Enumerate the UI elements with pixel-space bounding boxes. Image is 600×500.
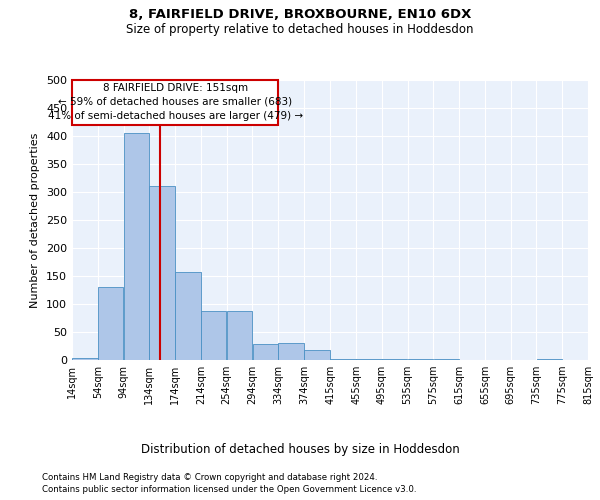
Bar (253, 344, 278, 360)
Text: Contains HM Land Registry data © Crown copyright and database right 2024.: Contains HM Land Registry data © Crown c… (42, 472, 377, 482)
Text: Distribution of detached houses by size in Hoddesdon: Distribution of detached houses by size … (140, 442, 460, 456)
Bar (201, 310, 226, 360)
Bar (356, 359, 382, 360)
Bar (382, 359, 407, 360)
FancyBboxPatch shape (72, 80, 278, 125)
Text: 8 FAIRFIELD DRIVE: 151sqm: 8 FAIRFIELD DRIVE: 151sqm (103, 83, 248, 93)
Bar (175, 272, 200, 360)
Bar (124, 133, 149, 360)
Bar (278, 343, 304, 360)
Bar (149, 186, 175, 360)
Text: 41% of semi-detached houses are larger (479) →: 41% of semi-detached houses are larger (… (47, 111, 303, 121)
Y-axis label: Number of detached properties: Number of detached properties (31, 132, 40, 308)
Bar (98, 287, 124, 360)
Bar (227, 310, 252, 360)
Bar (331, 359, 356, 360)
Text: ← 59% of detached houses are smaller (683): ← 59% of detached houses are smaller (68… (58, 97, 292, 107)
Bar (72, 358, 98, 360)
Text: Contains public sector information licensed under the Open Government Licence v3: Contains public sector information licen… (42, 485, 416, 494)
Text: 8, FAIRFIELD DRIVE, BROXBOURNE, EN10 6DX: 8, FAIRFIELD DRIVE, BROXBOURNE, EN10 6DX (129, 8, 471, 20)
Bar (304, 350, 329, 360)
Text: Size of property relative to detached houses in Hoddesdon: Size of property relative to detached ho… (126, 22, 474, 36)
